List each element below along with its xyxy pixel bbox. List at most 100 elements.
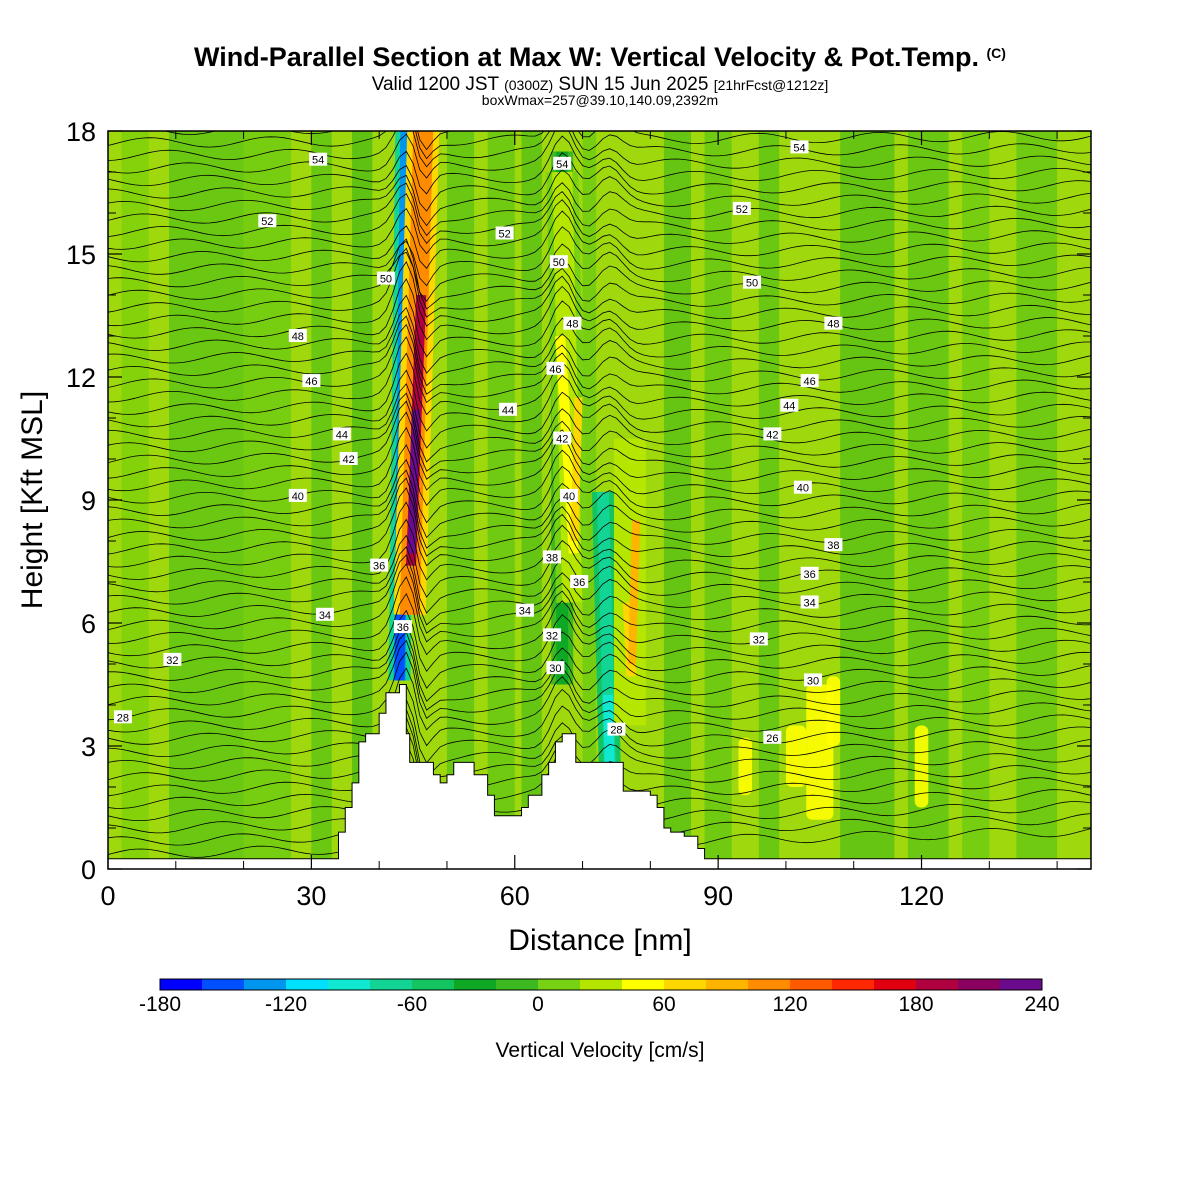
isentropes [108,131,1091,865]
updraft-patch [738,737,753,796]
x-tick-label: 60 [500,881,530,911]
isentrope-label: 50 [549,255,568,269]
isentrope-line [108,411,1091,480]
colorbar-frame [159,978,1043,991]
copyright-mark: (C) [986,45,1006,61]
colorbar-tick-label: 180 [898,993,933,1016]
x-tick-label: 30 [296,881,326,911]
velocity-streak [582,131,597,869]
isentrope-label: 32 [163,652,182,667]
colorbar-swatch [160,979,203,990]
isentrope-label-text: 50 [746,278,758,290]
colorbar-swatch [580,979,623,990]
colorbar-tick-label: 120 [772,993,807,1016]
isentrope-label: 30 [546,661,565,675]
isentrope-label-text: 44 [783,401,795,413]
isentrope-line [108,247,1091,318]
isentrope-label-text: 40 [292,491,304,503]
colorbar-label: Vertical Velocity [cm/s] [496,1039,705,1062]
isentrope-line [108,563,1091,634]
isentrope-label: 40 [288,488,307,503]
isentrope-line [108,315,1091,387]
chart-subtitle: Valid 1200 JST (0300Z) SUN 15 Jun 2025 [… [0,74,1200,96]
isentrope-line [108,238,1091,310]
colorbar-tick-label: 240 [1024,993,1059,1016]
isentrope-label: 46 [302,374,321,388]
isentrope-line [108,294,1091,358]
updraft-core [628,520,641,665]
updraft-core [570,397,583,542]
isentrope-label-text: 44 [502,405,514,417]
colorbar-swatch [1000,979,1043,990]
isentrope-line [108,383,1091,449]
isentrope-line [108,168,1091,227]
isentrope-label-text: 30 [807,675,819,687]
isentrope-label: 48 [288,329,307,343]
isentrope-label: 44 [498,402,517,417]
isentrope-label: 44 [332,427,351,441]
x-tick-label: 120 [899,881,944,911]
isentrope-line [108,716,1091,788]
colorbar-swatch [958,979,1001,990]
x-tick-label: 0 [100,881,115,911]
isentrope-line [108,518,1091,581]
updraft-patch [826,676,841,746]
y-tick-label: 15 [66,240,96,270]
isentrope-line [108,352,1091,416]
updraft-patch [914,725,929,808]
isentrope-label-text: 50 [553,257,565,269]
isentrope-label-text: 52 [498,229,510,241]
isentrope-label: 40 [793,480,812,495]
colorbar-swatch [664,979,707,990]
y-tick-label: 12 [66,363,96,393]
isentrope-line [108,369,1091,432]
colorbar-swatch [622,979,665,990]
y-axis-label: Height [Kft MSL] [16,391,49,609]
terrain-profile [107,684,1092,870]
updraft-patch [785,725,807,787]
isentrope-label: 50 [376,271,395,286]
terrain [107,684,1092,870]
isentrope-label: 38 [543,550,562,564]
isentrope-label-text: 52 [261,216,273,228]
isentrope-label: 36 [570,575,589,589]
isentrope-label-text: 32 [166,655,178,667]
isentrope-line [108,152,1091,212]
isentrope-label-text: 48 [292,331,304,343]
isentrope-line [108,392,1091,463]
velocity-streak [121,131,149,869]
chart-title: Wind-Parallel Section at Max W: Vertical… [0,42,1200,73]
isentrope-line [108,622,1091,689]
colorbar-tick-label: -60 [397,993,427,1016]
isentrope-line [108,131,1091,168]
isentrope-line [108,261,1091,327]
isentrope-line [108,546,1091,614]
isentrope-label-text: 36 [397,622,409,634]
box-info: boxWmax=257@39.10,140.09,2392m [481,92,719,108]
isentrope-line [108,323,1091,395]
velocity-streak [758,131,780,869]
isentrope-label-text: 38 [827,540,839,552]
isentrope-label-text: 46 [305,376,317,388]
isentrope-label: 46 [800,374,819,388]
x-axis-label: Distance [nm] [508,924,691,957]
isentrope-label-text: 54 [793,142,805,154]
isentrope-line [108,336,1091,404]
y-tick-label: 9 [81,486,96,516]
colorbar-swatch [412,979,455,990]
velocity-streak [446,131,475,869]
isentrope-label: 44 [780,398,799,413]
isentrope-label-text: 50 [380,274,392,286]
colorbar-swatch [202,979,245,990]
isentrope-label: 42 [339,452,358,466]
isentrope-label: 32 [543,628,562,642]
isentrope-label-text: 36 [373,561,385,573]
isentrope-line [108,199,1091,255]
isentrope-label: 50 [743,275,762,290]
isentrope-line [108,631,1091,702]
isentrope-label: 36 [800,566,819,581]
isentrope-line [108,306,1091,374]
y-tick-label: 6 [81,609,96,639]
isentrope-label: 32 [749,632,768,646]
colorbar-tick-label: -120 [265,993,307,1016]
